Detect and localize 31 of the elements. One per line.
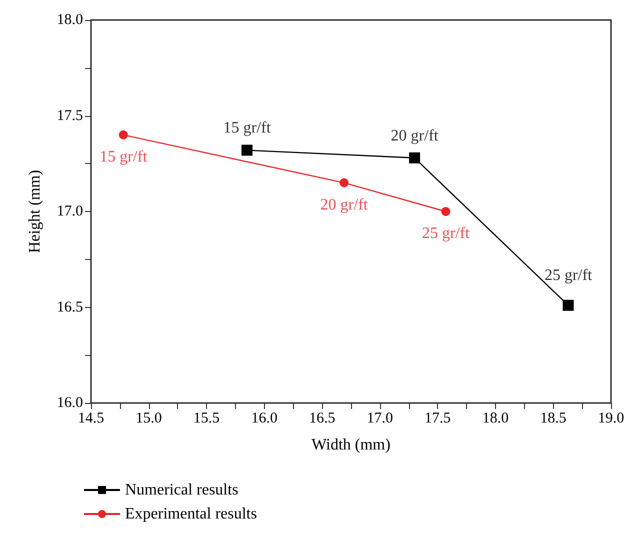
x-axis-title: Width (mm) xyxy=(312,436,390,454)
x-tick-label: 17.5 xyxy=(424,410,451,426)
point xyxy=(562,300,574,311)
y-axis-title: Height (mm) xyxy=(26,170,44,254)
annotation: 20 gr/ft xyxy=(390,127,439,144)
annotation: 25 gr/ft xyxy=(544,266,593,284)
point xyxy=(242,144,252,156)
annotation: 15 gr/ft xyxy=(100,148,148,166)
y-tick-label: 18.0 xyxy=(56,12,83,28)
x-tick-label: 17.0 xyxy=(366,410,394,426)
point xyxy=(340,178,349,188)
x-tick-label: 15.5 xyxy=(193,410,220,426)
point xyxy=(441,207,450,216)
y-tick-label: 16.0 xyxy=(56,395,83,411)
x-tick-label: 15.0 xyxy=(136,410,162,426)
y-tick-label: 17.5 xyxy=(56,108,83,124)
x-tick-label: 16.5 xyxy=(308,410,336,426)
annotation: 20 gr/ft xyxy=(320,196,368,214)
x-tick-label: 18.5 xyxy=(540,410,566,426)
legend-label: Numerical results xyxy=(125,482,238,498)
point xyxy=(409,152,420,164)
legend-label: Experimental results xyxy=(125,506,257,522)
y-tick-label: 17.0 xyxy=(56,204,83,220)
annotation: 15 gr/ft xyxy=(223,120,272,137)
annotation: 25 gr/ft xyxy=(422,225,470,242)
x-tick-label: 18.0 xyxy=(482,410,509,426)
x-tick-label: 14.5 xyxy=(78,410,104,426)
x-tick-label: 19.0 xyxy=(598,410,624,426)
point xyxy=(118,130,128,140)
y-tick-label: 16.5 xyxy=(56,299,83,316)
x-tick-label: 16.0 xyxy=(251,410,278,426)
